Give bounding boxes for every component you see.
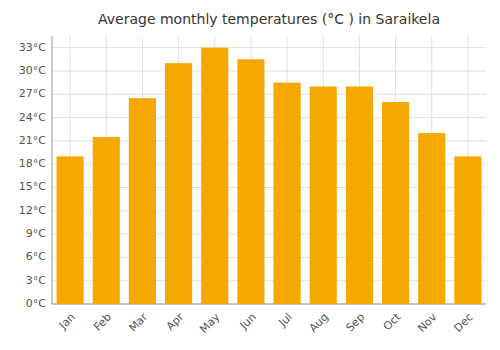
- y-grid-line: [52, 117, 486, 118]
- bar: [274, 83, 301, 304]
- bar: [165, 63, 192, 304]
- bar: [237, 59, 264, 304]
- chart-container: 0°C 3°C 6°C 9°C 12°C 15°C 18°C 21°C 24°C 27°C 30°C…: [0, 0, 500, 350]
- y-tick-label: 15°C: [19, 180, 46, 193]
- bar: [310, 86, 337, 304]
- x-tick-label: Mar: [126, 310, 150, 334]
- y-tick-label: 12°C: [19, 204, 46, 217]
- y-axis-line: [52, 36, 53, 304]
- x-tick-label: May: [197, 310, 223, 336]
- chart-svg: 0°C 3°C 6°C 9°C 12°C 15°C 18°C 21°C 24°C 27°C 30°C…: [0, 0, 500, 350]
- x-tick-label: Feb: [91, 311, 114, 334]
- x-tick-label: Jun: [237, 311, 259, 333]
- x-tick-label: Sep: [343, 311, 367, 335]
- bar: [418, 133, 445, 304]
- y-tick-label: 9°C: [26, 227, 46, 240]
- x-tick-label: Aug: [307, 311, 331, 335]
- y-grid-line: [52, 94, 486, 95]
- y-tick-label: 21°C: [19, 134, 46, 147]
- x-tick-label: Nov: [415, 310, 440, 335]
- bar: [346, 86, 373, 304]
- x-tick-label: Dec: [451, 311, 475, 335]
- title: Average monthly temperatures (°C ) in Sa…: [98, 11, 440, 27]
- bar: [93, 137, 120, 304]
- bar: [201, 48, 228, 304]
- grid: [52, 36, 486, 304]
- y-tick-label: 33°C: [19, 41, 46, 54]
- x-tick-label: Apr: [164, 310, 187, 333]
- bar: [382, 102, 409, 304]
- bar: [129, 98, 156, 304]
- bar: [454, 156, 481, 304]
- y-tick-label: 24°C: [19, 111, 46, 124]
- bars: [57, 48, 482, 304]
- axes: 0°C 3°C 6°C 9°C 12°C 15°C 18°C 21°C 24°C 27°C 30°C…: [19, 36, 486, 336]
- x-tick-label: Jul: [276, 311, 295, 330]
- y-tick-label: 0°C: [26, 297, 46, 310]
- y-tick-label: 30°C: [19, 64, 46, 77]
- bar: [57, 156, 84, 304]
- y-tick-label: 3°C: [26, 274, 46, 287]
- y-grid-line: [52, 47, 486, 48]
- y-tick-label: 18°C: [19, 157, 46, 170]
- y-grid-line: [52, 70, 486, 71]
- page: {"chart_data": {"type": "bar", "title": …: [0, 0, 500, 350]
- x-tick-label: Jan: [56, 311, 78, 333]
- y-tick-label: 27°C: [19, 87, 46, 100]
- x-tick-label: Oct: [381, 310, 404, 333]
- y-tick-label: 6°C: [26, 250, 46, 263]
